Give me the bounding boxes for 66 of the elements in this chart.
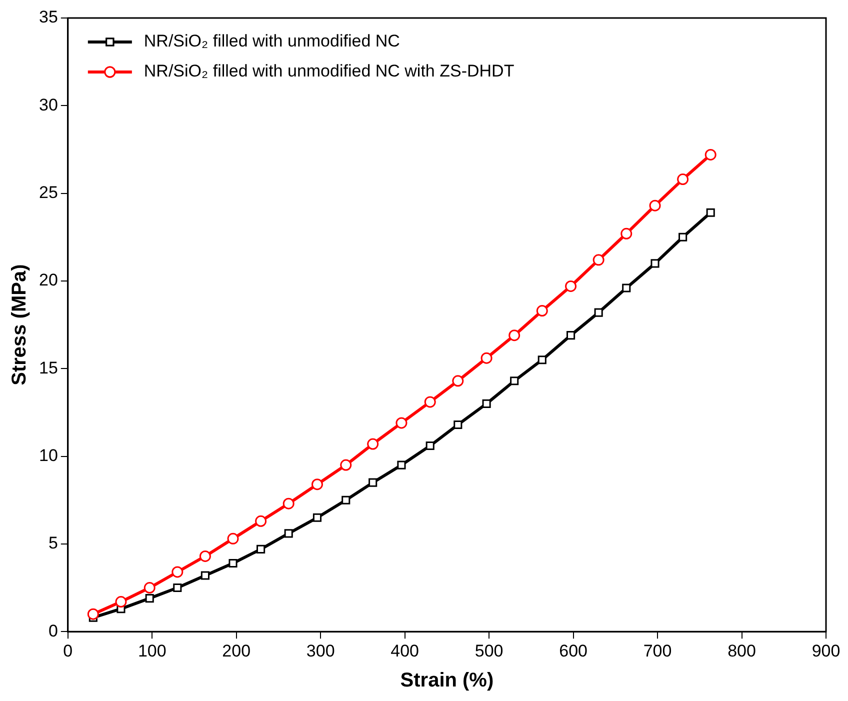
point [536, 305, 548, 317]
point [311, 478, 323, 490]
y-tick-label: 5 [48, 534, 58, 553]
x-tick-label: 700 [643, 641, 672, 660]
point [594, 308, 603, 317]
x-axis-title: Strain (%) [400, 670, 494, 692]
point [228, 558, 238, 568]
point [115, 596, 127, 608]
y-axis-title: Stress (MPa) [8, 264, 31, 386]
point [650, 259, 660, 268]
x-tick-label: 500 [474, 641, 504, 660]
point [454, 420, 462, 430]
point [426, 441, 434, 450]
point [565, 280, 577, 292]
point [424, 396, 436, 408]
point [508, 330, 520, 342]
point [312, 513, 322, 522]
point [367, 438, 379, 450]
point [255, 515, 267, 527]
point [199, 550, 211, 562]
x-tick-label: 200 [222, 641, 251, 660]
point [284, 529, 293, 538]
x-tick-label: 100 [138, 641, 166, 660]
point [144, 582, 156, 594]
point [282, 498, 294, 510]
point [200, 571, 210, 580]
point [538, 356, 546, 364]
point [482, 399, 491, 408]
y-tick-label: 15 [38, 358, 58, 378]
point [342, 496, 350, 504]
point [704, 148, 716, 160]
point [566, 331, 576, 340]
point [510, 376, 519, 386]
y-tick-label: 0 [48, 621, 58, 640]
point [678, 232, 688, 242]
y-tick-label: 10 [38, 446, 58, 465]
point [620, 228, 632, 240]
x-tick-label: 900 [812, 641, 840, 660]
point [227, 532, 239, 544]
point [706, 208, 715, 217]
x-tick-label: 0 [63, 641, 73, 660]
point [677, 174, 689, 186]
y-tick-label: 30 [38, 95, 58, 114]
point [145, 594, 154, 603]
point [480, 352, 492, 364]
x-tick-label: 400 [390, 641, 420, 660]
point [87, 608, 99, 620]
x-tick-label: 600 [559, 641, 588, 660]
point [592, 254, 604, 266]
x-tick-label: 300 [306, 641, 335, 660]
y-tick-label: 35 [38, 8, 58, 27]
y-tick-label: 25 [38, 183, 58, 202]
point [256, 544, 266, 554]
legend-label: NR/SiO₂ filled with unmodified NC [144, 32, 400, 51]
y-tick-label: 20 [38, 270, 58, 290]
point [173, 583, 182, 592]
legend-label: NR/SiO₂ filled with unmodified NC with ZS-DHDT [144, 62, 514, 81]
point [396, 417, 408, 429]
point [340, 459, 352, 471]
point [452, 375, 464, 387]
x-tick-label: 800 [728, 641, 756, 660]
point [368, 478, 378, 487]
point [622, 284, 631, 292]
point [172, 566, 184, 578]
point [649, 200, 661, 212]
point [397, 460, 406, 470]
